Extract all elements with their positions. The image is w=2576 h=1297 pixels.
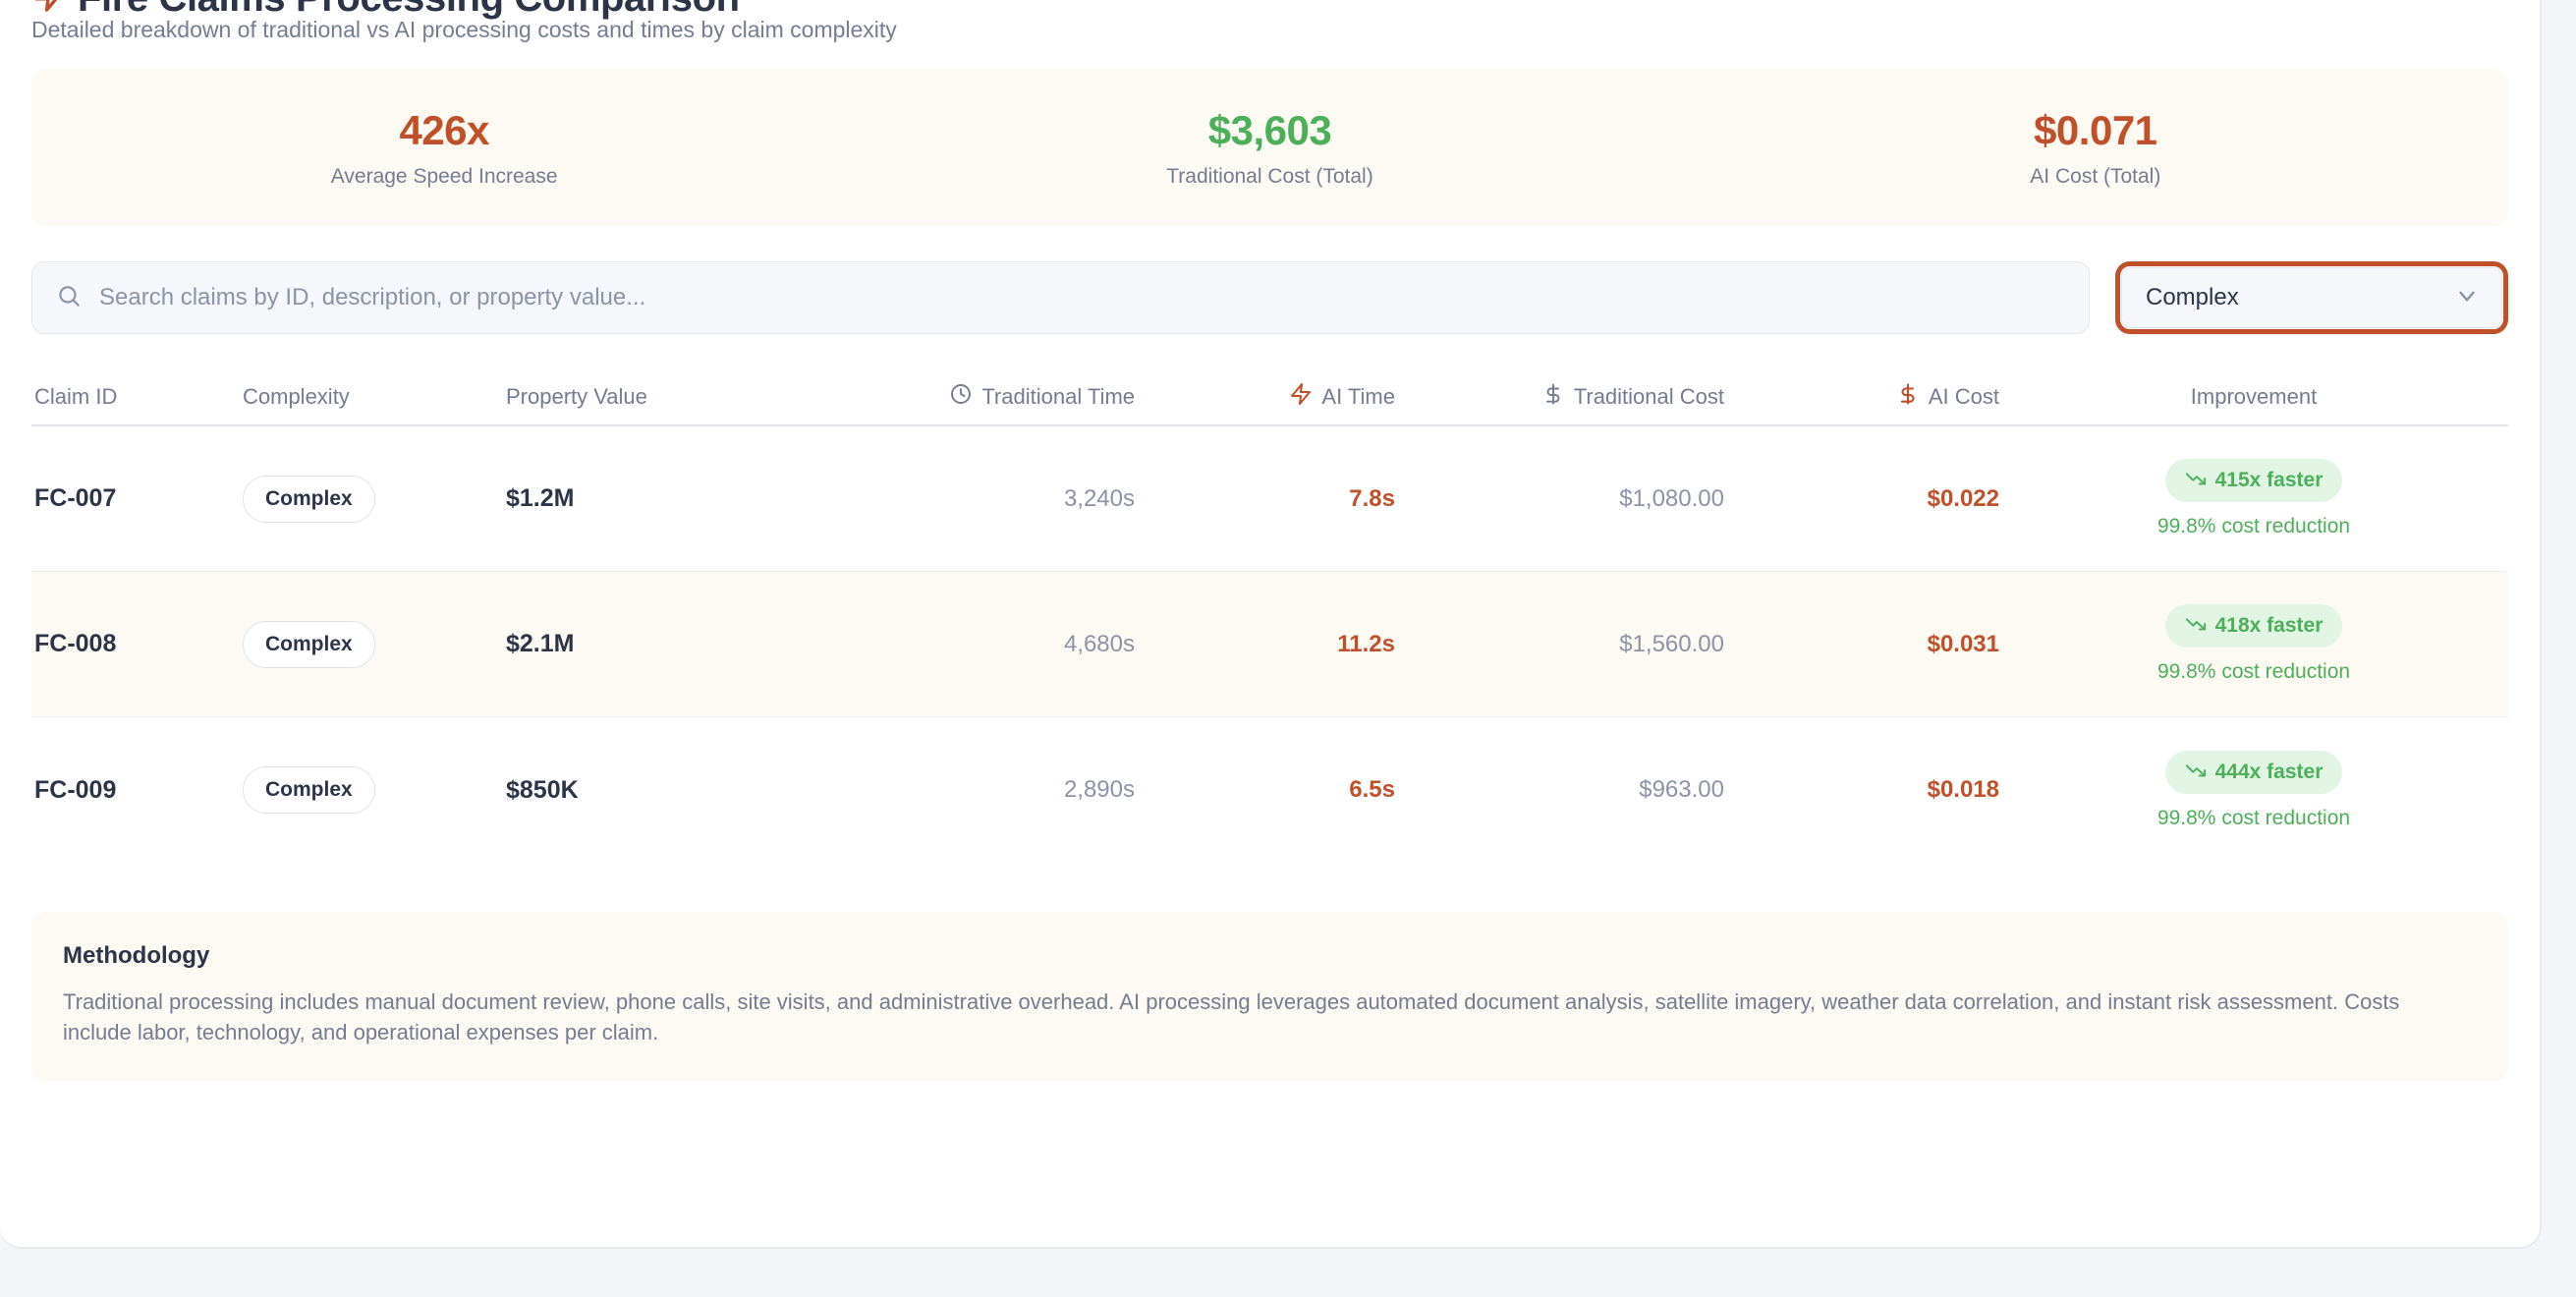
- column-label: Improvement: [2190, 384, 2318, 409]
- improvement-subtext: 99.8% cost reduction: [2156, 806, 2351, 829]
- improvement-badge-label: 444x faster: [2214, 760, 2324, 783]
- cell-improvement: 415x faster 99.8% cost reduction: [1999, 459, 2508, 538]
- column-label: Traditional Time: [981, 384, 1135, 409]
- table-row[interactable]: FC-007 Complex $1.2M 3,240s 7.8s $1,080.…: [31, 426, 2508, 572]
- claims-comparison-card: Fire Claims Processing Comparison Detail…: [0, 0, 2542, 1249]
- lightning-bolt-icon: [31, 0, 65, 21]
- complexity-badge: Complex: [243, 475, 375, 523]
- improvement-badge: 418x faster: [2164, 604, 2343, 648]
- lightning-bolt-icon: [1289, 382, 1313, 412]
- methodology-panel: Methodology Traditional processing inclu…: [31, 912, 2508, 1081]
- summary-stats: 426x Average Speed Increase $3,603 Tradi…: [31, 69, 2508, 226]
- cell-traditional-time: 2,890s: [1063, 776, 1135, 803]
- table-controls: Complex: [31, 261, 2508, 334]
- search-icon: [56, 283, 82, 313]
- search-box[interactable]: [31, 261, 2090, 334]
- cell-ai-time: 6.5s: [1349, 776, 1395, 803]
- claims-table: Claim ID Complexity Property Value Tradi…: [31, 369, 2508, 863]
- cell-property-value: $1.2M: [506, 484, 575, 512]
- cell-property-value: $850K: [506, 775, 579, 804]
- trending-down-icon: [2185, 612, 2207, 640]
- column-label: Property Value: [506, 384, 647, 409]
- column-header-traditional-time: Traditional Time: [850, 382, 1135, 412]
- stat-traditional-cost-total: $3,603 Traditional Cost (Total): [857, 106, 1682, 190]
- methodology-body: Traditional processing includes manual d…: [63, 989, 2400, 1044]
- column-label: Claim ID: [34, 384, 118, 409]
- column-header-property-value: Property Value: [506, 384, 850, 410]
- cell-traditional-time: 3,240s: [1063, 484, 1135, 512]
- page-subtitle: Detailed breakdown of traditional vs AI …: [31, 17, 897, 42]
- table-row[interactable]: FC-009 Complex $850K 2,890s 6.5s $963.00…: [31, 717, 2508, 863]
- improvement-badge-label: 415x faster: [2214, 469, 2324, 491]
- column-header-complexity: Complexity: [243, 384, 506, 410]
- cell-ai-cost: $0.031: [1927, 630, 1999, 657]
- trending-down-icon: [2185, 467, 2207, 494]
- cell-claim-id: FC-008: [34, 630, 117, 657]
- search-input[interactable]: [99, 284, 2065, 311]
- cell-ai-cost: $0.018: [1927, 776, 1999, 803]
- cell-traditional-cost: $1,560.00: [1619, 630, 1724, 657]
- column-header-ai-cost: AI Cost: [1724, 382, 1999, 412]
- methodology-title: Methodology: [63, 942, 210, 969]
- column-header-claim-id: Claim ID: [31, 384, 243, 410]
- column-header-traditional-cost: Traditional Cost: [1395, 382, 1724, 412]
- column-label: Traditional Cost: [1573, 384, 1724, 409]
- cell-claim-id: FC-007: [34, 484, 117, 512]
- stat-ai-cost-total: $0.071 AI Cost (Total): [1683, 106, 2508, 190]
- stat-label: Traditional Cost (Total): [1166, 164, 1373, 188]
- stat-value: 426x: [399, 106, 489, 153]
- cell-ai-time: 11.2s: [1337, 630, 1395, 657]
- cell-property-value: $2.1M: [506, 630, 575, 657]
- cell-ai-time: 7.8s: [1349, 484, 1395, 512]
- complexity-badge: Complex: [243, 766, 375, 814]
- cell-traditional-cost: $1,080.00: [1619, 484, 1724, 512]
- complexity-badge: Complex: [243, 620, 375, 668]
- stat-value: $0.071: [2034, 106, 2157, 153]
- column-header-improvement: Improvement: [1999, 384, 2508, 410]
- column-header-ai-time: AI Time: [1135, 382, 1395, 412]
- cell-complexity: Complex: [243, 620, 506, 668]
- card-header: Fire Claims Processing Comparison: [31, 0, 2508, 20]
- table-row[interactable]: FC-008 Complex $2.1M 4,680s 11.2s $1,560…: [31, 572, 2508, 717]
- cell-complexity: Complex: [243, 475, 506, 523]
- stat-value: $3,603: [1207, 106, 1332, 153]
- dollar-icon: [1896, 382, 1920, 412]
- cell-improvement: 444x faster 99.8% cost reduction: [1999, 750, 2508, 830]
- dollar-icon: [1541, 382, 1565, 412]
- improvement-badge: 415x faster: [2164, 459, 2343, 502]
- clock-icon: [949, 382, 973, 412]
- column-label: AI Time: [1321, 384, 1395, 409]
- table-header-row: Claim ID Complexity Property Value Tradi…: [31, 369, 2508, 426]
- complexity-filter-select[interactable]: Complex: [2121, 267, 2502, 328]
- improvement-subtext: 99.8% cost reduction: [2156, 515, 2351, 537]
- improvement-badge: 444x faster: [2164, 750, 2343, 794]
- cell-ai-cost: $0.022: [1927, 484, 1999, 512]
- page-title: Fire Claims Processing Comparison: [78, 0, 740, 21]
- column-label: AI Cost: [1928, 384, 1999, 409]
- improvement-subtext: 99.8% cost reduction: [2156, 660, 2351, 683]
- cell-traditional-time: 4,680s: [1063, 630, 1135, 657]
- stat-label: AI Cost (Total): [2030, 164, 2161, 188]
- cell-improvement: 418x faster 99.8% cost reduction: [1999, 604, 2508, 684]
- column-label: Complexity: [243, 384, 350, 409]
- complexity-filter-value: Complex: [2146, 284, 2239, 310]
- stat-label: Average Speed Increase: [330, 164, 558, 188]
- improvement-badge-label: 418x faster: [2214, 614, 2324, 637]
- trending-down-icon: [2185, 759, 2207, 786]
- stat-average-speed-increase: 426x Average Speed Increase: [31, 106, 857, 190]
- cell-claim-id: FC-009: [34, 775, 117, 804]
- cell-complexity: Complex: [243, 766, 506, 814]
- cell-traditional-cost: $963.00: [1639, 776, 1724, 803]
- chevron-down-icon: [2454, 283, 2480, 313]
- complexity-filter-focus-ring: Complex: [2115, 261, 2508, 334]
